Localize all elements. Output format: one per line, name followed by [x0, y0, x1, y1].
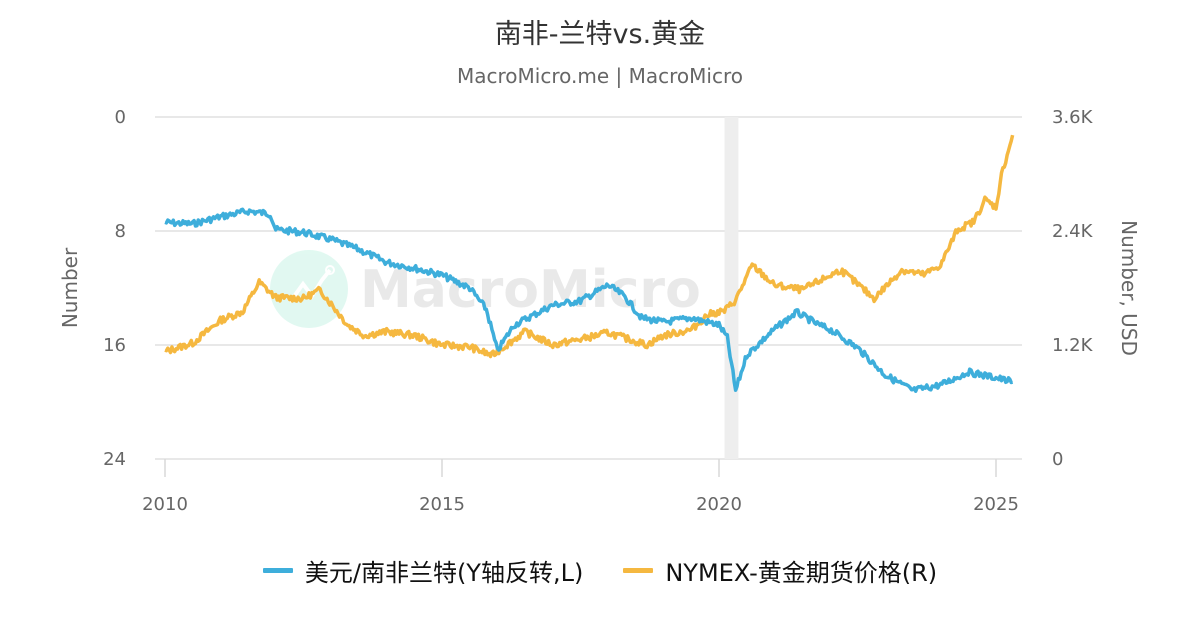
left-tick-label: 0 [115, 107, 126, 128]
left-tick-label: 8 [115, 221, 126, 242]
watermark: MacroMicro [270, 250, 701, 328]
right-tick-label: 3.6K [1052, 107, 1094, 128]
gold-futures-line[interactable] [164, 134, 1015, 359]
right-axis-title: Number, USD [1117, 220, 1141, 356]
left-axis-title: Number [58, 247, 82, 328]
legend-label: NYMEX-黄金期货价格(R) [665, 559, 938, 587]
gold-swatch-icon [623, 568, 654, 573]
x-tick-label: 2025 [973, 494, 1019, 515]
left-y-axis: 0 8 16 24 [103, 107, 126, 470]
x-tick-label: 2015 [419, 494, 465, 515]
chart-subtitle: MacroMicro.me | MacroMicro [457, 64, 743, 88]
x-axis: 2010 2015 2020 2025 [142, 459, 1019, 515]
right-tick-label: 2.4K [1052, 221, 1094, 242]
legend-item-gold[interactable]: NYMEX-黄金期货价格(R) [623, 553, 937, 588]
x-tick-label: 2020 [696, 494, 742, 515]
usd-zar-line[interactable] [164, 207, 1014, 393]
gridlines [155, 116, 1022, 460]
x-tick-label: 2010 [142, 494, 188, 515]
legend: 美元/南非兰特(Y轴反转,L) NYMEX-黄金期货价格(R) [0, 553, 1200, 588]
right-tick-label: 0 [1052, 449, 1063, 470]
legend-item-usd-zar[interactable]: 美元/南非兰特(Y轴反转,L) [262, 553, 584, 588]
left-tick-label: 24 [103, 449, 126, 470]
legend-label: 美元/南非兰特(Y轴反转,L) [304, 559, 584, 587]
left-tick-label: 16 [103, 335, 126, 356]
right-tick-label: 1.2K [1052, 335, 1094, 356]
chart-title: 南非-兰特vs.黄金 [494, 19, 706, 50]
right-y-axis: 0 1.2K 2.4K 3.6K [1052, 107, 1094, 470]
recession-band [724, 117, 739, 459]
usd-zar-swatch-icon [262, 568, 293, 573]
